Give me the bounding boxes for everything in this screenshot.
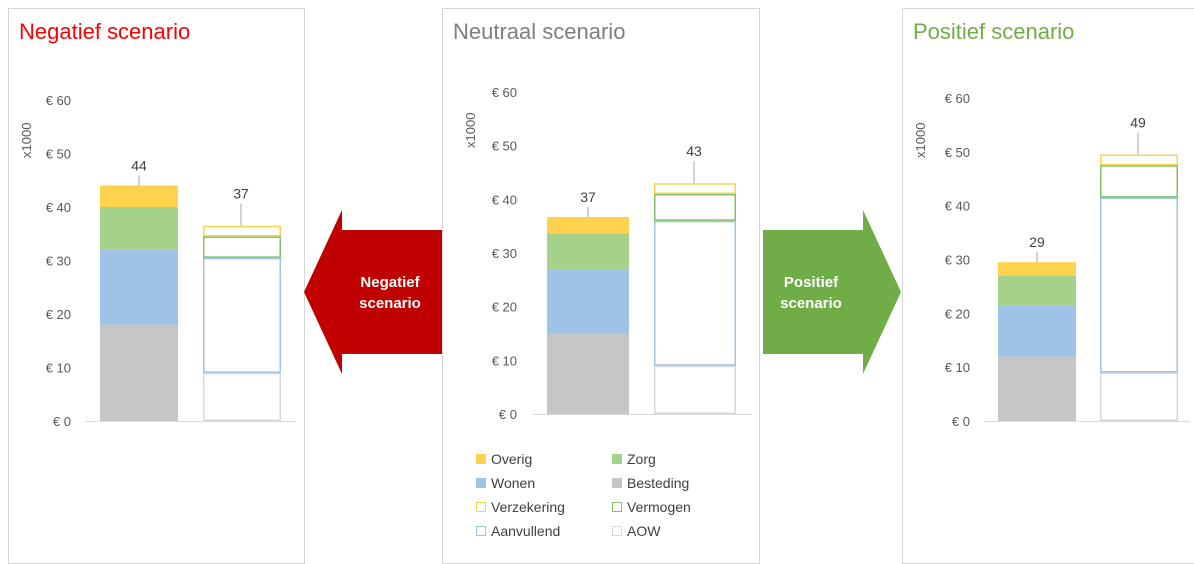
- bar-segment-overig: [998, 262, 1076, 276]
- legend-item-besteding: Besteding: [612, 475, 689, 491]
- legend-item-zorg: Zorg: [612, 451, 656, 467]
- panel-title: Negatief scenario: [19, 19, 191, 44]
- legend-item-verzekering: Verzekering: [476, 499, 565, 515]
- legend-item-overig: Overig: [476, 451, 532, 467]
- bar-segment-wonen: [547, 269, 629, 334]
- arrow-right-icon: [763, 210, 901, 374]
- legend-swatch: [612, 454, 622, 464]
- bar-segment-besteding: [100, 324, 178, 421]
- panel-title: Positief scenario: [913, 19, 1075, 44]
- legend-item-aanvullend: Aanvullend: [476, 523, 560, 539]
- bar-segment-vermogen: [203, 236, 281, 258]
- legend-label: AOW: [627, 523, 661, 539]
- data-label: 37: [233, 186, 249, 202]
- bar-segment-aow: [1100, 372, 1178, 421]
- y-tick-label: € 50: [46, 147, 71, 162]
- legend-label: Verzekering: [491, 499, 565, 515]
- y-tick-label: € 60: [492, 85, 517, 100]
- arrow-right-label-line2: scenario: [780, 295, 842, 312]
- legend-swatch: [612, 526, 622, 536]
- bar-segment-wonen: [998, 305, 1076, 357]
- y-tick-label: € 50: [492, 139, 517, 154]
- bar-segment-besteding: [998, 356, 1076, 421]
- bar-segment-verzekering: [654, 183, 736, 194]
- y-tick-label: € 40: [492, 192, 517, 207]
- data-label: 44: [131, 158, 147, 174]
- y-tick-label: € 30: [492, 246, 517, 261]
- legend-item-wonen: Wonen: [476, 475, 535, 491]
- y-tick-label: € 20: [492, 300, 517, 315]
- bar-segment-aow: [203, 372, 281, 422]
- bar-segment-aow: [654, 365, 736, 415]
- legend-swatch: [476, 478, 486, 488]
- arrow-left-icon: [304, 210, 442, 374]
- y-tick-label: € 40: [945, 199, 970, 214]
- y-tick-label: € 10: [46, 361, 71, 376]
- bar-segment-vermogen: [654, 193, 736, 221]
- y-tick-label: € 60: [46, 93, 71, 108]
- data-label: 37: [580, 189, 596, 205]
- y-tick-label: € 30: [46, 254, 71, 269]
- legend-swatch: [476, 454, 486, 464]
- y-tick-label: € 10: [945, 360, 970, 375]
- bar-segment-aanvullend: [654, 220, 736, 366]
- bar-segment-overig: [547, 217, 629, 234]
- y-tick-label: € 10: [492, 353, 517, 368]
- bar-segment-aanvullend: [203, 257, 281, 373]
- legend-label: Aanvullend: [491, 523, 561, 539]
- legend-label: Zorg: [627, 451, 656, 467]
- bar-segment-zorg: [100, 207, 178, 250]
- legend-swatch: [476, 526, 486, 536]
- y-tick-label: € 0: [53, 414, 71, 429]
- legend-swatch: [612, 478, 622, 488]
- bar-segment-verzekering: [203, 225, 281, 237]
- data-label: 29: [1029, 234, 1045, 250]
- arrow-right-label-line1: Positief: [783, 274, 839, 291]
- arrow-right-label: Positief scenario: [765, 272, 857, 314]
- bar-segment-zorg: [547, 233, 629, 270]
- legend-label: Overig: [491, 451, 533, 467]
- arrow-left-label-line2: scenario: [359, 295, 421, 312]
- legend-swatch: [476, 502, 486, 512]
- y-tick-label: € 50: [945, 145, 970, 160]
- bar-segment-verzekering: [1100, 154, 1178, 166]
- data-label: 43: [686, 143, 702, 159]
- y-tick-label: € 0: [499, 407, 517, 422]
- y-tick-label: € 20: [46, 307, 71, 322]
- bar-segment-aanvullend: [1100, 197, 1178, 373]
- legend-label: Wonen: [491, 475, 536, 491]
- bar-segment-vermogen: [1100, 165, 1178, 198]
- bar-segment-besteding: [547, 333, 629, 414]
- y-tick-label: € 30: [945, 253, 970, 268]
- bar-segment-wonen: [100, 249, 178, 325]
- bar-segment-zorg: [998, 275, 1076, 306]
- chart-legend: Overig Zorg Wonen Besteding Verzekering Vermo…: [476, 451, 736, 547]
- y-tick-label: € 60: [945, 91, 970, 106]
- y-tick-label: € 20: [945, 306, 970, 321]
- arrow-left-label-line1: Negatief: [360, 274, 420, 291]
- legend-label: Vermogen: [627, 499, 691, 515]
- arrow-left-label: Negatief scenario: [340, 272, 440, 314]
- data-label: 49: [1130, 115, 1146, 131]
- y-tick-label: € 40: [46, 200, 71, 215]
- bar-segment-overig: [100, 185, 178, 207]
- legend-item-aow: AOW: [612, 523, 660, 539]
- panel-title: Neutraal scenario: [453, 19, 626, 44]
- y-tick-label: € 0: [952, 414, 970, 429]
- legend-label: Besteding: [627, 475, 690, 491]
- legend-swatch: [612, 502, 622, 512]
- legend-item-vermogen: Vermogen: [612, 499, 691, 515]
